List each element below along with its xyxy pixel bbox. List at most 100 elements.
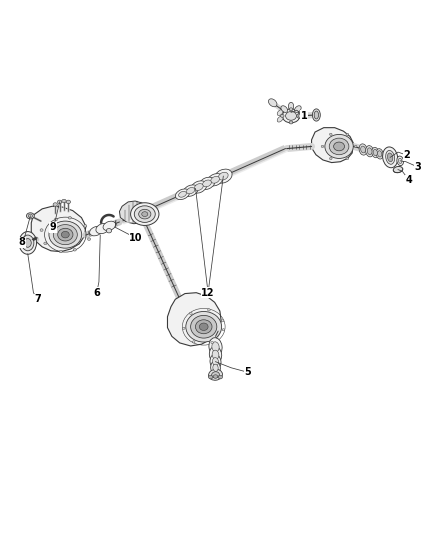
Ellipse shape xyxy=(208,369,223,380)
Ellipse shape xyxy=(131,203,159,225)
Text: 4: 4 xyxy=(406,175,412,185)
Ellipse shape xyxy=(19,231,36,254)
Ellipse shape xyxy=(367,148,372,155)
Ellipse shape xyxy=(383,147,398,168)
Ellipse shape xyxy=(192,341,195,343)
Ellipse shape xyxy=(199,177,215,190)
Ellipse shape xyxy=(277,116,283,122)
Ellipse shape xyxy=(277,110,283,116)
Ellipse shape xyxy=(203,180,212,187)
Ellipse shape xyxy=(388,153,393,161)
Ellipse shape xyxy=(211,176,219,183)
Ellipse shape xyxy=(44,242,47,245)
Ellipse shape xyxy=(386,150,395,164)
Ellipse shape xyxy=(329,133,332,135)
Ellipse shape xyxy=(194,184,203,190)
Ellipse shape xyxy=(208,375,213,379)
Ellipse shape xyxy=(207,174,223,186)
Ellipse shape xyxy=(281,115,284,117)
Ellipse shape xyxy=(376,149,383,159)
Ellipse shape xyxy=(378,151,382,157)
Ellipse shape xyxy=(139,209,151,219)
Ellipse shape xyxy=(399,158,402,164)
Ellipse shape xyxy=(222,329,225,331)
Ellipse shape xyxy=(66,200,71,204)
Text: 6: 6 xyxy=(93,288,100,298)
Ellipse shape xyxy=(49,221,81,248)
Ellipse shape xyxy=(213,375,218,378)
Ellipse shape xyxy=(191,316,217,338)
Ellipse shape xyxy=(218,375,223,379)
Polygon shape xyxy=(167,293,221,346)
Ellipse shape xyxy=(209,346,222,363)
Ellipse shape xyxy=(40,229,43,231)
Text: 9: 9 xyxy=(49,222,57,232)
Ellipse shape xyxy=(366,146,374,157)
Polygon shape xyxy=(311,128,353,163)
Ellipse shape xyxy=(183,185,198,196)
Ellipse shape xyxy=(106,229,112,233)
Ellipse shape xyxy=(325,134,353,158)
Ellipse shape xyxy=(329,157,332,159)
Text: 3: 3 xyxy=(414,162,421,172)
Ellipse shape xyxy=(289,108,293,111)
Ellipse shape xyxy=(314,111,318,119)
Ellipse shape xyxy=(212,372,219,378)
Ellipse shape xyxy=(212,350,219,359)
Ellipse shape xyxy=(191,181,207,193)
Text: 10: 10 xyxy=(129,233,143,243)
Ellipse shape xyxy=(134,206,155,222)
Text: 2: 2 xyxy=(403,150,410,160)
Ellipse shape xyxy=(179,191,187,197)
Ellipse shape xyxy=(334,142,345,151)
Ellipse shape xyxy=(57,200,62,204)
Ellipse shape xyxy=(199,323,208,330)
Ellipse shape xyxy=(289,121,293,124)
Ellipse shape xyxy=(142,212,148,216)
Ellipse shape xyxy=(88,238,91,240)
Ellipse shape xyxy=(21,235,34,251)
Ellipse shape xyxy=(103,221,116,231)
Ellipse shape xyxy=(397,156,403,166)
Ellipse shape xyxy=(73,248,76,251)
Ellipse shape xyxy=(329,138,349,155)
Ellipse shape xyxy=(281,106,288,112)
Text: 5: 5 xyxy=(244,367,251,377)
Ellipse shape xyxy=(321,146,324,148)
Ellipse shape xyxy=(210,354,221,369)
Text: 8: 8 xyxy=(18,238,25,247)
Ellipse shape xyxy=(182,327,185,329)
Ellipse shape xyxy=(62,199,66,203)
Ellipse shape xyxy=(346,157,349,159)
Ellipse shape xyxy=(219,172,228,180)
Ellipse shape xyxy=(176,189,190,199)
Text: 12: 12 xyxy=(201,288,215,298)
Ellipse shape xyxy=(195,320,212,334)
Ellipse shape xyxy=(26,213,34,219)
Ellipse shape xyxy=(59,250,62,253)
Text: 1: 1 xyxy=(301,111,307,121)
Text: 7: 7 xyxy=(35,294,41,304)
Ellipse shape xyxy=(53,224,78,245)
Ellipse shape xyxy=(186,311,222,342)
Ellipse shape xyxy=(61,231,69,238)
Ellipse shape xyxy=(96,223,110,233)
Ellipse shape xyxy=(360,146,365,153)
Ellipse shape xyxy=(346,133,349,135)
Polygon shape xyxy=(31,206,86,252)
Ellipse shape xyxy=(354,146,357,148)
Ellipse shape xyxy=(221,320,224,322)
Ellipse shape xyxy=(90,227,102,236)
Ellipse shape xyxy=(268,99,277,107)
Ellipse shape xyxy=(28,214,32,217)
Ellipse shape xyxy=(54,218,57,221)
Ellipse shape xyxy=(298,115,301,117)
Ellipse shape xyxy=(393,166,403,173)
Ellipse shape xyxy=(373,149,378,156)
Ellipse shape xyxy=(297,113,304,118)
Ellipse shape xyxy=(215,169,232,183)
Ellipse shape xyxy=(286,111,297,120)
Ellipse shape xyxy=(190,312,192,314)
Ellipse shape xyxy=(359,144,367,155)
Ellipse shape xyxy=(283,109,300,123)
